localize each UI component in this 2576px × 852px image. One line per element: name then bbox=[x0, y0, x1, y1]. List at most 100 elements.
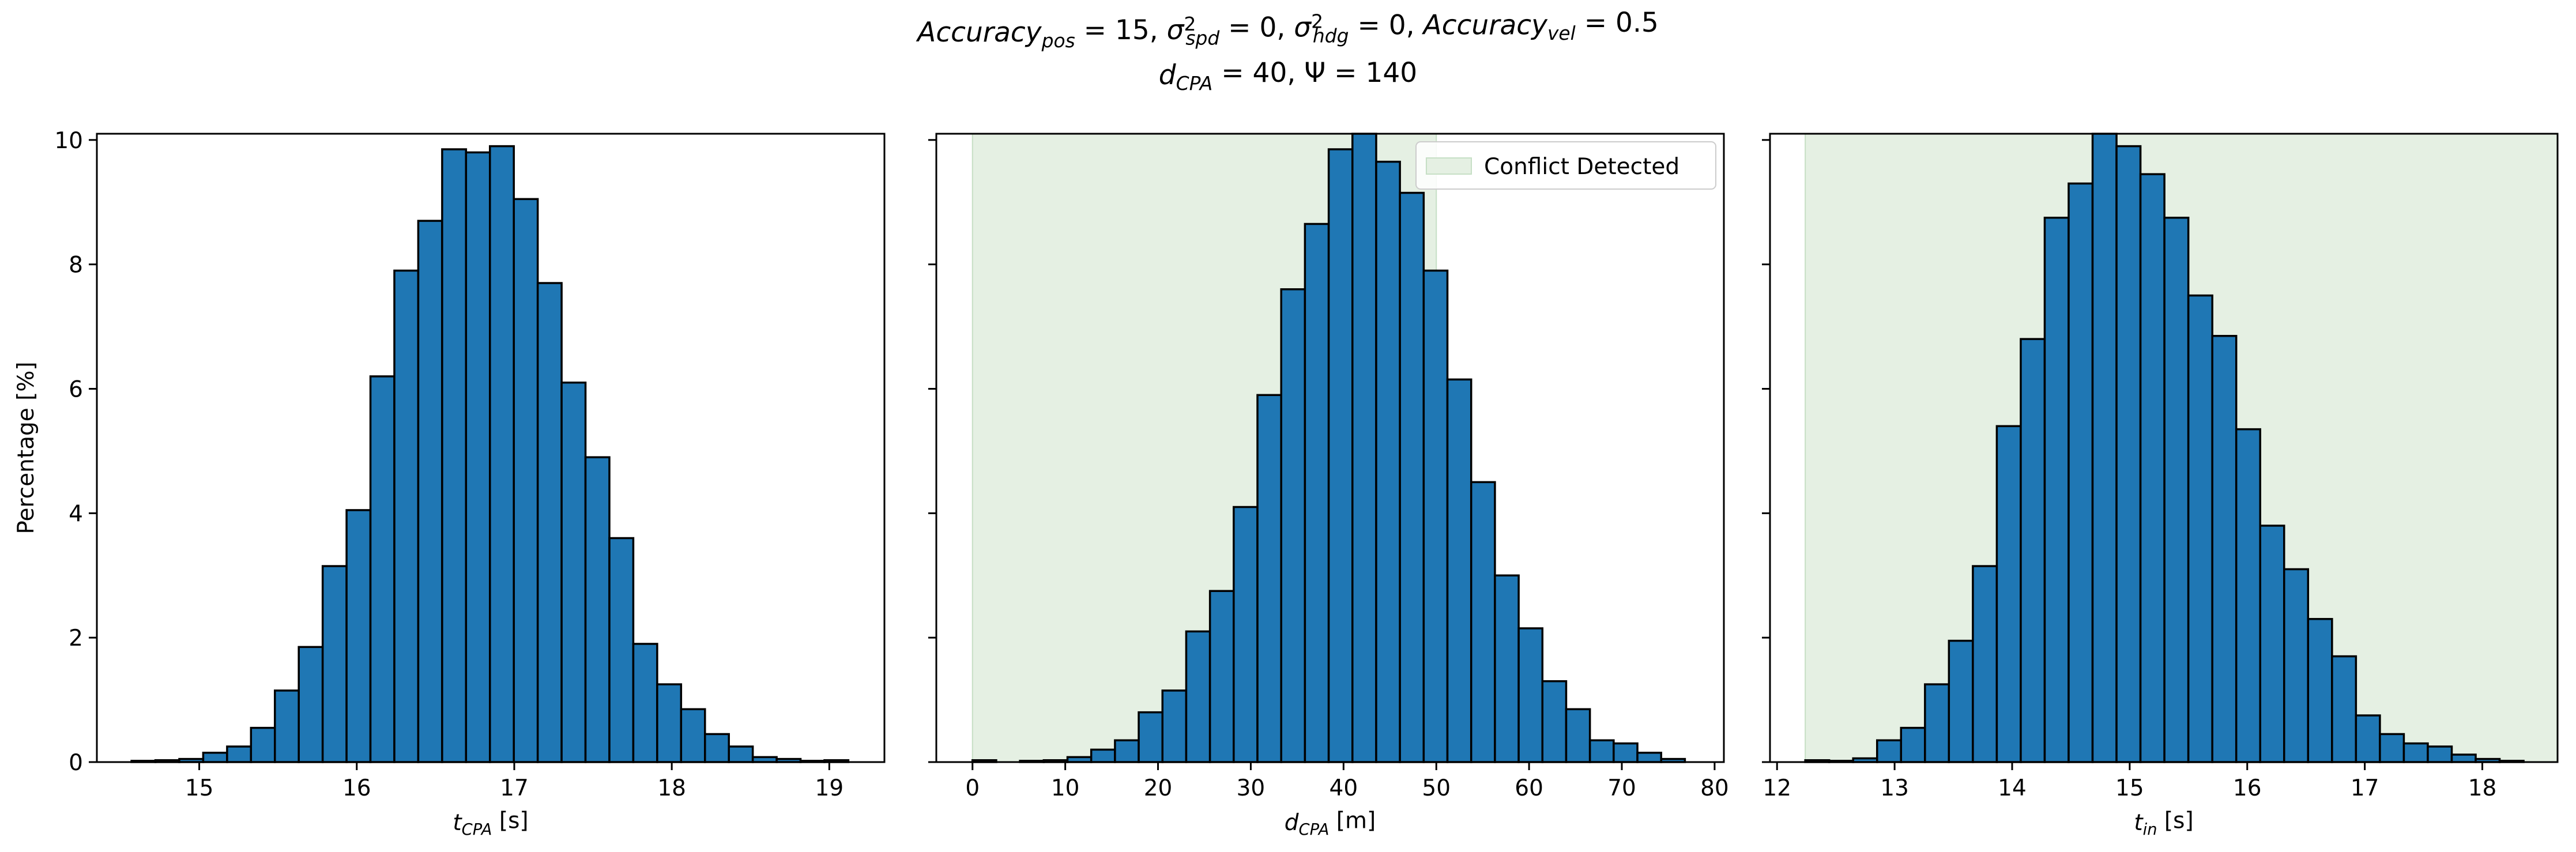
histogram-bar bbox=[1090, 748, 1116, 763]
x-axis-label: tCPA​ [s] bbox=[453, 808, 528, 839]
histogram-bar bbox=[1208, 590, 1235, 763]
histogram-bar bbox=[417, 220, 443, 763]
histogram-bar bbox=[1613, 742, 1639, 763]
histogram-bar bbox=[2379, 733, 2405, 763]
histogram-bar bbox=[393, 269, 420, 763]
histogram-bar bbox=[2115, 145, 2142, 763]
histogram-bar bbox=[1588, 739, 1615, 763]
x-tick-label: 13 bbox=[1880, 775, 1909, 801]
histogram-bar bbox=[1304, 223, 1330, 763]
x-tick-label: 20 bbox=[1144, 775, 1173, 801]
x-tick-label: 17 bbox=[500, 775, 529, 801]
y-tick-label: 10 bbox=[54, 128, 83, 154]
histogram-bar bbox=[1900, 726, 1926, 763]
x-tick-label: 19 bbox=[815, 775, 844, 801]
histogram-bar bbox=[345, 509, 372, 763]
histogram-bar bbox=[2283, 568, 2310, 763]
x-tick-label: 12 bbox=[1762, 775, 1791, 801]
figure-title-line2: dCPA​ = 40, Ψ = 140 bbox=[1159, 57, 1417, 95]
histogram-bar bbox=[2450, 753, 2477, 763]
histogram-bar bbox=[1399, 191, 1425, 763]
y-tick-label: 6 bbox=[69, 376, 83, 402]
histogram-bar bbox=[632, 643, 658, 763]
histogram-bar bbox=[656, 683, 683, 763]
histogram-bar bbox=[202, 752, 228, 763]
histogram-bar bbox=[441, 148, 468, 763]
histogram-bar bbox=[1972, 565, 1998, 763]
x-tick-label: 60 bbox=[1515, 775, 1543, 801]
histogram-bar bbox=[560, 381, 587, 763]
histogram-bar bbox=[2020, 338, 2046, 763]
y-tick-label: 4 bbox=[69, 501, 83, 527]
histogram-bar bbox=[608, 537, 635, 763]
x-tick-label: 15 bbox=[185, 775, 214, 801]
histogram-bar bbox=[1256, 394, 1282, 763]
histogram-bar bbox=[1470, 481, 1496, 763]
histogram-bar bbox=[513, 198, 539, 763]
histogram-bar bbox=[680, 708, 706, 763]
legend-swatch bbox=[1426, 157, 1472, 175]
x-tick-label: 0 bbox=[965, 775, 980, 801]
histogram-bar bbox=[297, 646, 324, 763]
histogram-bar bbox=[465, 151, 491, 763]
histogram-bar bbox=[2163, 216, 2190, 763]
tin-histogram-panel: 12 13 14 15 16 17 18 tin​ [s] bbox=[1762, 133, 2559, 839]
histogram-bar bbox=[1636, 752, 1662, 763]
histogram-bar bbox=[226, 745, 253, 763]
legend-box bbox=[1415, 141, 1716, 190]
x-tick-label: 18 bbox=[657, 775, 686, 801]
axes-frame bbox=[96, 133, 886, 763]
y-axis-label: Percentage [%] bbox=[13, 361, 39, 534]
histogram-bar bbox=[2307, 618, 2333, 763]
legend-label: Conflict Detected bbox=[1484, 154, 1679, 180]
x-tick-label: 16 bbox=[342, 775, 371, 801]
histogram-bar bbox=[728, 745, 754, 763]
legend: Conflict Detected bbox=[1415, 141, 1716, 190]
histogram-bar bbox=[2043, 216, 2070, 763]
x-tick-label: 30 bbox=[1237, 775, 1266, 801]
x-axis-label: tin​ [s] bbox=[2134, 808, 2193, 839]
histogram-bar bbox=[1924, 683, 1950, 763]
histogram-bar bbox=[1375, 160, 1401, 763]
x-tick-label: 40 bbox=[1330, 775, 1358, 801]
histogram-bar bbox=[369, 375, 396, 763]
x-tick-label: 14 bbox=[1998, 775, 2027, 801]
histogram-bar bbox=[536, 282, 563, 763]
histogram-bar bbox=[1422, 269, 1449, 763]
dcpa-histogram-panel: 0 10 20 30 40 50 60 70 80 dCPA​ [m] Conflict Detec… bbox=[928, 133, 1729, 839]
histogram-bar bbox=[2091, 133, 2118, 763]
histogram-bar bbox=[1565, 708, 1591, 763]
histogram-bar bbox=[1948, 639, 1974, 763]
tcpa-histogram-panel: 15 16 17 18 19 0 2 4 6 8 10 tCPA​ [s] Percentage [%] bbox=[13, 128, 886, 839]
y-tick-label: 2 bbox=[69, 625, 83, 651]
histogram-bar bbox=[1114, 739, 1140, 763]
histogram-bar bbox=[704, 733, 730, 763]
histogram-bar bbox=[274, 689, 300, 763]
histogram-bar bbox=[250, 726, 276, 763]
y-tick-label: 0 bbox=[69, 750, 83, 776]
histogram-bar bbox=[1995, 425, 2022, 763]
x-tick-label: 18 bbox=[2468, 775, 2497, 801]
histogram-bar bbox=[1185, 630, 1211, 763]
histogram-bar bbox=[1280, 288, 1306, 763]
histogram-bar bbox=[2427, 745, 2453, 763]
x-tick-label: 16 bbox=[2233, 775, 2262, 801]
histogram-bar bbox=[321, 565, 348, 763]
x-tick-label: 80 bbox=[1700, 775, 1729, 801]
histogram-bar bbox=[1233, 506, 1259, 763]
histogram-bar bbox=[1327, 148, 1354, 763]
histogram-bar bbox=[2187, 294, 2213, 763]
axes-frame bbox=[935, 133, 1725, 763]
histogram-bar bbox=[1138, 711, 1164, 763]
x-tick-label: 17 bbox=[2351, 775, 2379, 801]
histogram-bar bbox=[1351, 133, 1377, 763]
histogram-bar bbox=[489, 145, 515, 763]
histogram-bar bbox=[1541, 680, 1568, 763]
histogram-bar bbox=[1517, 627, 1544, 763]
histogram-bar bbox=[2067, 182, 2094, 763]
axes-frame bbox=[1769, 133, 2559, 763]
x-tick-label: 10 bbox=[1051, 775, 1080, 801]
y-tick-label: 8 bbox=[69, 252, 83, 278]
